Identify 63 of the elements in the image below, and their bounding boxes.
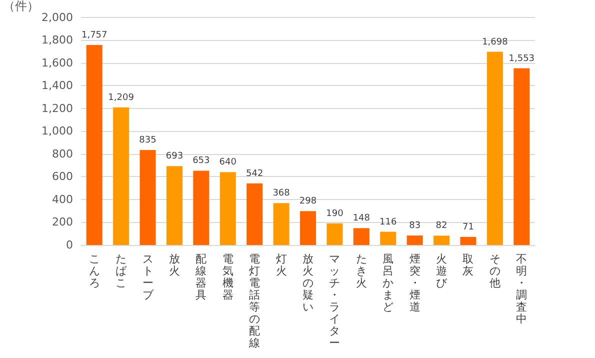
data-label: 653	[192, 156, 210, 166]
x-tick-label: 火遊び	[436, 252, 448, 290]
bar	[406, 236, 423, 245]
y-tick-label: 200	[52, 216, 73, 229]
x-tick-label: 風呂かまど	[382, 252, 394, 314]
x-tick-label: 灯火	[276, 252, 287, 278]
data-label: 190	[326, 208, 344, 219]
bar	[486, 52, 503, 245]
x-tick-label: 煙突・煙道	[409, 252, 420, 314]
bar	[193, 170, 210, 245]
x-tick-label: 不明・調査中	[516, 252, 528, 326]
y-tick-label: 400	[52, 192, 73, 206]
x-tick-label: たばこ	[116, 252, 128, 290]
x-tick-label: 配線器具	[194, 252, 207, 302]
bar	[460, 236, 476, 245]
data-label: 542	[246, 168, 264, 179]
data-label: 298	[299, 196, 317, 207]
data-label: 148	[352, 214, 370, 224]
y-tick-label: 2,000	[42, 10, 73, 24]
x-tick-label: マッチ・ライター	[329, 252, 340, 350]
data-label: 1,553	[508, 54, 535, 64]
bar	[113, 107, 130, 245]
x-tick-label: ストーブ	[142, 252, 154, 302]
data-label: 116	[380, 217, 397, 228]
bar	[353, 228, 370, 245]
x-tick-label: 電灯電話等の配線	[248, 252, 260, 350]
y-tick-label: 1,000	[42, 124, 73, 138]
y-axis-title: （件）	[3, 0, 39, 13]
data-label: 82	[436, 221, 448, 232]
x-tick-label: 電気機器	[222, 252, 234, 302]
bar	[273, 203, 290, 245]
data-label: 693	[166, 152, 184, 162]
bar	[380, 232, 396, 245]
y-tick-label: 1,600	[42, 56, 73, 70]
bar	[246, 183, 263, 245]
bar	[434, 236, 450, 245]
data-label: 640	[219, 158, 237, 168]
x-tick-label: 取灰	[462, 252, 474, 278]
data-label: 1,698	[482, 37, 508, 48]
x-tick-label: その他	[489, 252, 500, 290]
bar	[220, 172, 236, 245]
y-tick-label: 0	[66, 238, 73, 252]
y-tick-label: 1,200	[42, 102, 73, 115]
data-label: 1,757	[81, 30, 108, 41]
bar	[166, 166, 182, 245]
y-tick-label: 600	[52, 170, 73, 184]
data-label: 83	[409, 221, 421, 232]
bar	[300, 211, 316, 245]
x-tick-label: たき火	[356, 252, 367, 290]
y-tick-label: 1,400	[42, 79, 73, 92]
data-label: 835	[139, 135, 156, 146]
data-label: 71	[462, 222, 474, 232]
data-label: 1,209	[108, 92, 134, 103]
x-tick-label: 放火	[168, 252, 180, 278]
bar	[514, 68, 530, 245]
data-label: 368	[272, 188, 290, 199]
x-tick-label: こんろ	[88, 252, 100, 290]
bar	[140, 150, 156, 245]
bar	[86, 45, 102, 245]
y-tick-label: 1,800	[42, 34, 73, 47]
y-tick-label: 800	[52, 147, 73, 160]
x-tick-label: 放火の疑い	[302, 252, 314, 314]
bar	[326, 223, 343, 245]
